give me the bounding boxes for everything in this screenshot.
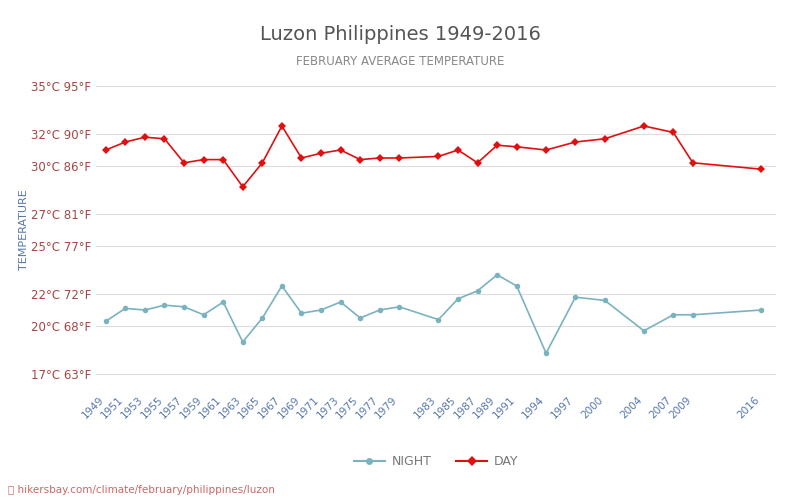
Legend: NIGHT, DAY: NIGHT, DAY [349, 450, 523, 473]
Text: Luzon Philippines 1949-2016: Luzon Philippines 1949-2016 [259, 25, 541, 44]
Text: ⌖ hikersbay.com/climate/february/philippines/luzon: ⌖ hikersbay.com/climate/february/philipp… [8, 485, 275, 495]
Y-axis label: TEMPERATURE: TEMPERATURE [19, 190, 29, 270]
Text: FEBRUARY AVERAGE TEMPERATURE: FEBRUARY AVERAGE TEMPERATURE [296, 55, 504, 68]
